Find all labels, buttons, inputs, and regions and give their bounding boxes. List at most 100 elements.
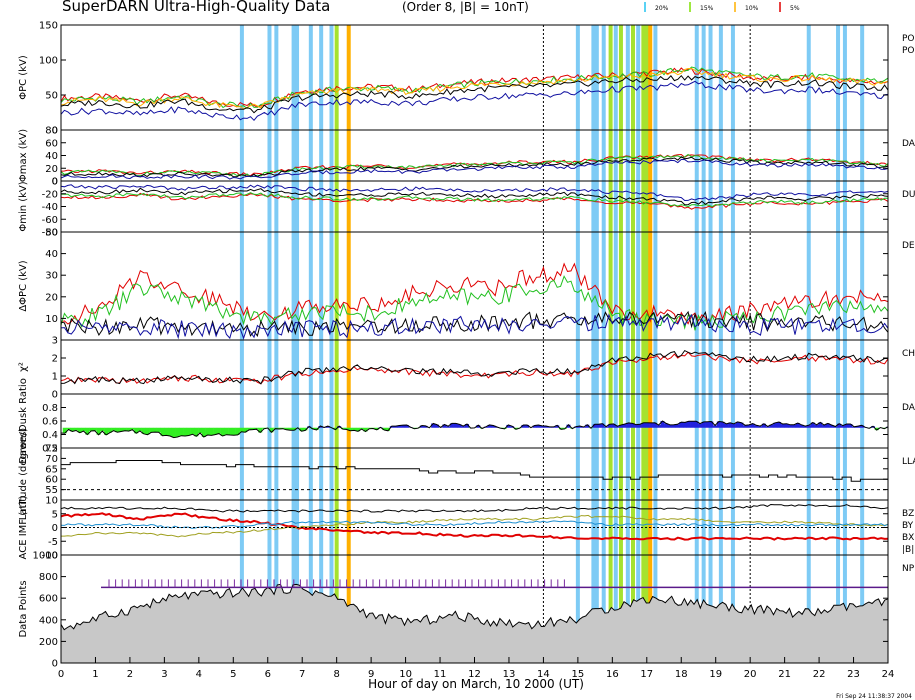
ratio-fill-58	[277, 427, 282, 429]
ratio-fill-40	[209, 427, 214, 436]
panel-frame-phi-max	[60, 129, 889, 182]
ratio-fill-210	[848, 424, 853, 428]
ytick-label-data-points-0: 0	[52, 659, 58, 670]
xtick-label-15: 15	[572, 669, 585, 680]
ratio-fill-107	[461, 426, 466, 428]
ratio-fill-10	[96, 427, 101, 435]
series-phi-min-3	[61, 184, 888, 202]
xtick-label-3: 3	[161, 669, 167, 680]
quality-band-28	[730, 25, 735, 663]
ratio-fill-42	[216, 427, 221, 434]
ratio-fill-204	[825, 423, 830, 428]
ratio-fill-23	[145, 427, 150, 435]
ratio-fill-80	[359, 427, 364, 430]
xtick-label-10: 10	[399, 669, 412, 680]
legend-label-0: 20%	[655, 5, 669, 12]
ratio-fill-127	[536, 425, 541, 428]
xtick-label-21: 21	[778, 669, 791, 680]
ratio-fill-87	[386, 427, 391, 431]
ratio-fill-96	[419, 425, 424, 428]
ratio-fill-14	[111, 427, 116, 431]
ratio-fill-16	[119, 427, 124, 432]
series-latitude	[61, 460, 888, 482]
quality-band-19	[636, 25, 641, 663]
xtick-label-18: 18	[675, 669, 688, 680]
ratio-fill-18	[126, 427, 131, 432]
quality-band-20	[641, 25, 646, 663]
right-label-ace-imf-2: BX	[902, 533, 914, 543]
ratio-fill-199	[807, 425, 812, 428]
ratio-fill-49	[243, 427, 248, 433]
ylabel-latitude: Latitude (degrees)	[18, 428, 29, 520]
ytick-label-phi-max-1: 20	[45, 164, 58, 175]
ratio-fill-89	[393, 426, 398, 428]
ratio-fill-162	[667, 424, 672, 428]
ratio-fill-92	[404, 425, 409, 428]
ratio-fill-156	[645, 422, 650, 428]
ratio-fill-209	[844, 424, 849, 428]
right-label-phi-pc-1: PO	[902, 46, 915, 56]
ratio-fill-190	[773, 422, 778, 428]
series-phi-min-2	[61, 187, 888, 206]
ytick-label-ace-imf-2: 0	[52, 523, 58, 534]
xtick-label-0: 0	[58, 669, 64, 680]
ytick-label-data-points-2: 400	[39, 615, 58, 626]
ratio-fill-206	[833, 426, 838, 428]
x-axis-label: Hour of day on March, 10 2000 (UT)	[368, 677, 584, 691]
ratio-fill-119	[506, 424, 511, 428]
ratio-fill-5	[77, 427, 82, 433]
ratio-fill-203	[822, 424, 827, 428]
panel-frame-chi-squared	[60, 339, 889, 395]
ratio-fill-152	[630, 423, 635, 428]
ytick-label-phi-min-1: -20	[42, 189, 58, 200]
right-label-phi-min-0: DU	[902, 190, 915, 200]
ratio-fill-167	[686, 421, 691, 428]
xtick-label-2: 2	[127, 669, 133, 680]
ytick-label-phi-pc-3: 150	[39, 21, 58, 32]
ratio-fill-73	[333, 427, 338, 430]
series-ratio	[61, 420, 888, 439]
ratio-fill-150	[622, 424, 627, 428]
ratio-fill-62	[292, 427, 297, 431]
ratio-fill-33	[183, 427, 188, 437]
ratio-fill-158	[652, 422, 657, 428]
ratio-fill-15	[115, 427, 120, 433]
xtick-label-4: 4	[196, 669, 202, 680]
quality-band-27	[718, 25, 723, 663]
ratio-fill-128	[540, 425, 545, 428]
ylabel-phi-min: Φmin (kV)	[18, 181, 29, 231]
ratio-fill-124	[525, 424, 530, 428]
quality-bands	[239, 25, 865, 663]
panel-delta-phi-pc: 10 20 30 40 50 ΔΦPC (kV) DE	[18, 228, 915, 341]
quality-band-23	[653, 25, 658, 663]
ratio-fill-200	[810, 422, 815, 428]
ratio-fill-168	[690, 421, 695, 428]
series-data-points	[61, 583, 888, 663]
ratio-fill-7	[85, 427, 90, 435]
ratio-fill-6	[81, 427, 86, 432]
quality-band-14	[608, 25, 613, 663]
ratio-fill-69	[318, 426, 323, 428]
xtick-label-1: 1	[92, 669, 98, 680]
ratio-fill-188	[765, 426, 770, 428]
ratio-fill-104	[449, 423, 454, 428]
ytick-label-delta-phi-pc-0: 10	[45, 314, 58, 325]
quality-band-16	[618, 25, 623, 663]
quality-band-8	[334, 25, 339, 663]
ytick-label-delta-phi-pc-1: 20	[45, 292, 58, 303]
ratio-fill-106	[457, 424, 462, 428]
x-axis: 0 1 2 3 4 5 6 7 8 9 10 11 12 13 14 15 16 17 18 19 20 21 22 23 24	[58, 657, 894, 680]
ratio-fill-201	[814, 424, 819, 428]
ratio-fill-142	[592, 424, 597, 428]
ytick-label-phi-max-3: 60	[45, 138, 58, 149]
series-phi-pc-1	[61, 66, 888, 110]
series-phi-min-0	[61, 192, 888, 210]
ratio-fill-81	[363, 427, 368, 432]
ratio-fill-177	[724, 423, 729, 428]
panel-chi-squared: 0 1 2 3 χ² CH	[18, 336, 915, 401]
ratio-fill-191	[776, 421, 781, 428]
ratio-fill-48	[239, 427, 244, 432]
ytick-label-phi-max-4: 80	[45, 126, 58, 137]
chart-title: SuperDARN Ultra-High-Quality Data	[62, 0, 330, 15]
